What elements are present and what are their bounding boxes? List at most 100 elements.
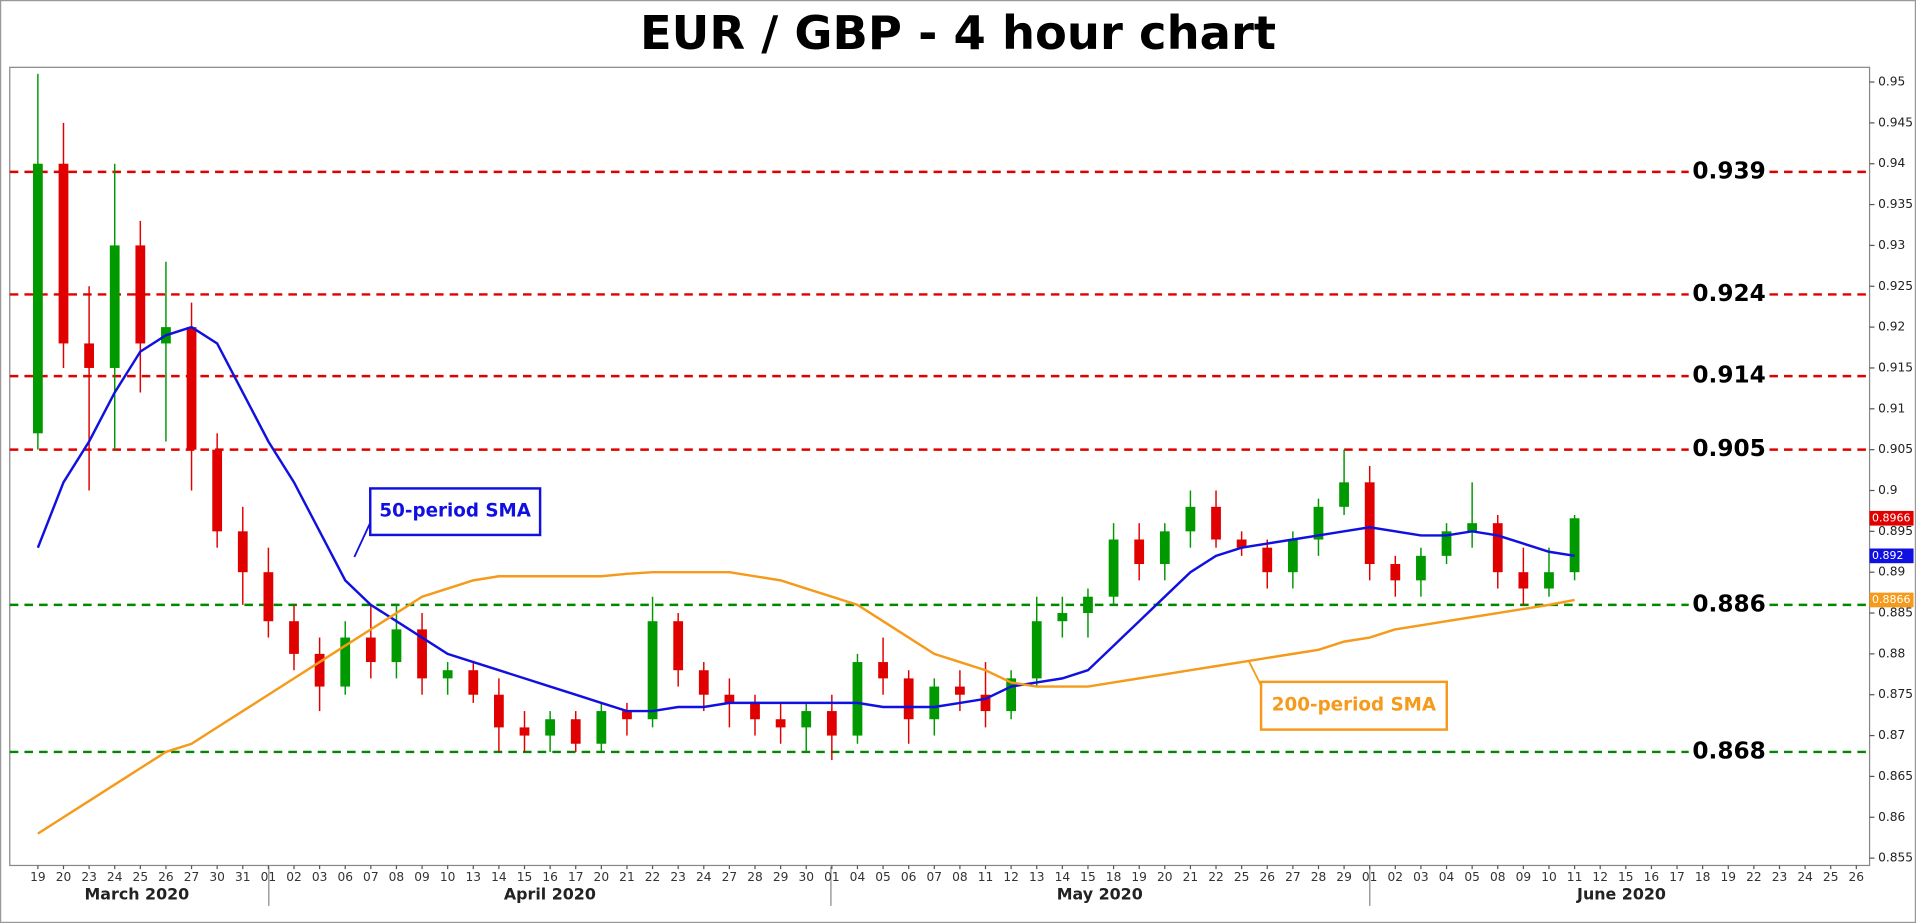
level-label: 0.886 <box>1692 590 1765 617</box>
candle-body <box>1313 506 1324 540</box>
candle-body <box>1518 572 1529 589</box>
x-tick-label: 10 <box>440 870 456 884</box>
level-label-bg <box>1688 737 1770 765</box>
candle-body <box>1057 613 1068 622</box>
candle-body <box>135 245 146 344</box>
x-tick-label: 12 <box>1592 870 1608 884</box>
y-tick-label: 0.87 <box>1878 728 1905 742</box>
y-tick-label: 0.9 <box>1878 483 1897 497</box>
x-tick-label: 24 <box>1797 870 1813 884</box>
x-tick-label: 20 <box>1157 870 1173 884</box>
x-tick-label: 31 <box>235 870 251 884</box>
candle-body <box>852 662 863 736</box>
candle-body <box>1544 572 1554 589</box>
candle-body <box>494 694 504 728</box>
x-tick-label: 22 <box>1208 870 1224 884</box>
x-tick-label: 30 <box>798 870 814 884</box>
candle-body <box>1441 531 1452 556</box>
y-tick-label: 0.95 <box>1878 75 1905 89</box>
x-tick-label: 08 <box>389 870 405 884</box>
x-tick-label: 26 <box>158 870 174 884</box>
x-tick-label: 28 <box>1311 870 1327 884</box>
x-tick-label: 12 <box>1003 870 1019 884</box>
x-tick-label: 15 <box>1618 870 1634 884</box>
candle-body <box>1185 506 1196 532</box>
candle-body <box>1006 678 1017 712</box>
annotation-pointer <box>1248 660 1262 686</box>
x-tick-label: 28 <box>747 870 763 884</box>
x-tick-label: 09 <box>414 870 430 884</box>
candle-body <box>1492 523 1503 573</box>
x-tick-label: 05 <box>875 870 891 884</box>
x-tick-label: 23 <box>670 870 686 884</box>
candle-body <box>109 245 120 368</box>
level-label: 0.905 <box>1692 435 1765 462</box>
level-label-bg <box>1688 361 1770 389</box>
candle-body <box>801 711 812 728</box>
annotation-box <box>369 487 542 537</box>
price-tag-label: 0.8966 <box>1872 511 1910 524</box>
x-tick-label: 17 <box>568 870 584 884</box>
x-tick-label: 09 <box>1516 870 1532 884</box>
candle-body <box>1569 518 1580 573</box>
x-tick-label: 06 <box>901 870 917 884</box>
y-tick-label: 0.855 <box>1878 851 1913 865</box>
candle-body <box>596 711 607 744</box>
x-tick-label: 26 <box>1849 870 1865 884</box>
candle-body <box>314 653 325 687</box>
candle-body <box>955 686 965 695</box>
price-tag <box>1869 548 1914 564</box>
candle-body <box>289 621 299 654</box>
x-tick-label: 01 <box>824 870 840 884</box>
x-tick-label: 03 <box>312 870 328 884</box>
candle-body <box>1108 539 1119 597</box>
level-label-bg <box>1688 435 1770 463</box>
x-tick-label: 23 <box>81 870 97 884</box>
y-tick-label: 0.895 <box>1878 524 1913 538</box>
month-label: April 2020 <box>504 884 596 903</box>
x-tick-label: 10 <box>1541 870 1557 884</box>
x-tick-label: 25 <box>1823 870 1839 884</box>
x-tick-label: 02 <box>286 870 302 884</box>
x-tick-label: 03 <box>1413 870 1429 884</box>
candle-body <box>58 163 69 344</box>
candle-body <box>186 327 197 450</box>
candle-body <box>1467 523 1478 532</box>
x-tick-label: 24 <box>107 870 123 884</box>
x-tick-label: 11 <box>978 870 994 884</box>
y-tick-label: 0.925 <box>1878 279 1913 293</box>
y-tick-label: 0.885 <box>1878 606 1913 620</box>
x-tick-label: 02 <box>1388 870 1404 884</box>
x-tick-label: 19 <box>1131 870 1147 884</box>
candle-body <box>698 670 709 695</box>
x-tick-label: 07 <box>363 870 379 884</box>
price-tag <box>1869 510 1914 526</box>
x-tick-label: 29 <box>773 870 789 884</box>
y-tick-label: 0.93 <box>1878 238 1905 252</box>
candle-body <box>570 719 581 744</box>
y-tick-label: 0.865 <box>1878 769 1913 783</box>
candle-body <box>84 343 94 368</box>
level-label: 0.868 <box>1692 737 1765 764</box>
candle-body <box>826 711 837 736</box>
candle-body <box>442 670 453 679</box>
candle-body <box>391 629 402 663</box>
candle-body <box>673 621 684 671</box>
x-tick-label: 18 <box>1695 870 1711 884</box>
candle-body <box>929 686 940 720</box>
candle-body <box>263 572 274 622</box>
x-tick-label: 21 <box>1183 870 1199 884</box>
annotation-label: 50-period SMA <box>379 501 531 522</box>
y-tick-label: 0.875 <box>1878 687 1913 701</box>
x-tick-label: 08 <box>952 870 968 884</box>
candle-body <box>1287 539 1298 573</box>
y-tick-label: 0.945 <box>1878 115 1913 129</box>
x-tick-label: 05 <box>1464 870 1480 884</box>
x-tick-label: 04 <box>850 870 866 884</box>
x-tick-label: 29 <box>1336 870 1352 884</box>
x-tick-label: 30 <box>209 870 225 884</box>
x-tick-label: 14 <box>491 870 507 884</box>
chart-title: EUR / GBP - 4 hour chart <box>640 6 1276 60</box>
candle-body <box>1262 547 1273 573</box>
